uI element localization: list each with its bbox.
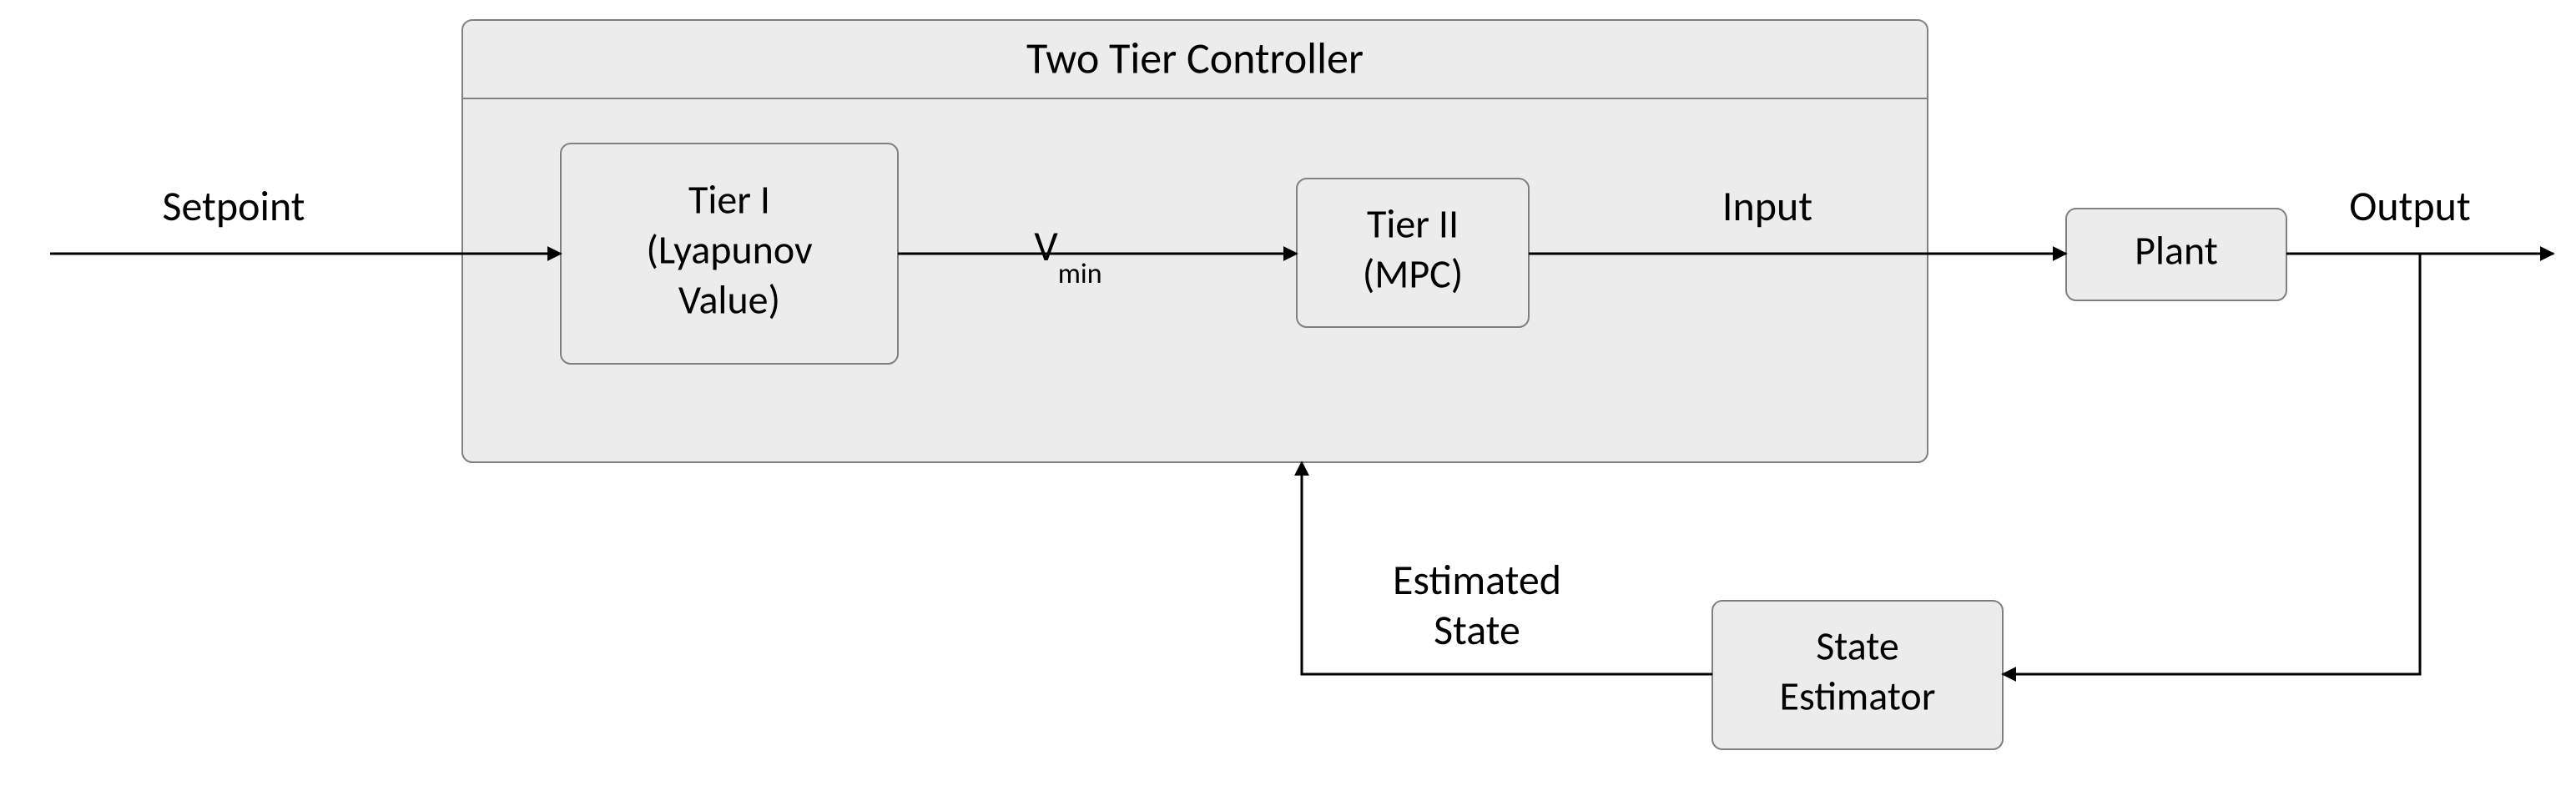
tier1-label: Value) <box>678 275 780 324</box>
tier2-label: Tier II <box>1367 199 1459 248</box>
e_feedback_down <box>2003 254 2420 674</box>
tier2-label: (MPC) <box>1363 249 1464 298</box>
e_input-label: Input <box>1722 181 1812 232</box>
e_feedback_up-label: State <box>1434 605 1520 656</box>
e_feedback_up-label: Estimated <box>1393 555 1561 606</box>
e_output-label: Output <box>2349 181 2470 232</box>
estimator-label: Estimator <box>1780 671 1936 720</box>
tier1-label: Tier I <box>688 174 770 224</box>
e_setpoint-label: Setpoint <box>163 181 305 232</box>
plant-label: Plant <box>2135 225 2218 275</box>
group-title: Two Tier Controller <box>1026 31 1364 84</box>
tier1-label: (Lyapunov <box>646 224 813 274</box>
estimator-label: State <box>1816 621 1899 670</box>
